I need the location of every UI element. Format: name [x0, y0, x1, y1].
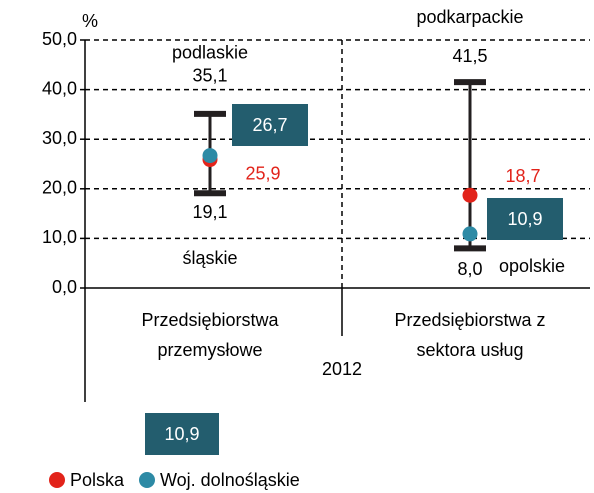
value-label: 26,7 [252, 115, 287, 135]
point [202, 148, 218, 164]
max-region-label: podlaskie [172, 43, 248, 63]
max-region-label: podkarpackie [416, 7, 523, 27]
legend-marker [49, 472, 65, 488]
max-value-label: 35,1 [192, 66, 227, 86]
max-value-label: 41,5 [452, 46, 487, 66]
y-tick-label: 50,0 [42, 29, 77, 49]
point [462, 187, 478, 203]
y-tick-label: 30,0 [42, 128, 77, 148]
min-region-label: śląskie [182, 248, 237, 268]
min-value-label: 19,1 [192, 202, 227, 222]
legend-label: Polska [70, 470, 125, 490]
legend-label: Woj. dolnośląskie [160, 470, 300, 490]
min-region-label: opolskie [499, 256, 565, 276]
value-label-box [487, 198, 563, 240]
y-tick-label: 0,0 [52, 277, 77, 297]
x-tick-label: Przedsiębiorstwa przemysłowe [141, 310, 279, 360]
point [462, 226, 478, 242]
value-label-box [232, 104, 308, 146]
value-label: 10,9 [507, 209, 542, 229]
annotation-box [145, 413, 219, 455]
min-value-label: 8,0 [457, 259, 482, 279]
value-label: 25,9 [245, 163, 280, 183]
x-axis-label: 2012 [322, 359, 362, 379]
x-tick-label: Przedsiębiorstwa z sektora usług [394, 310, 546, 360]
y-tick-label: 40,0 [42, 78, 77, 98]
y-tick-label: 20,0 [42, 178, 77, 198]
legend-marker [139, 472, 155, 488]
annotation: 10,9 [164, 424, 199, 444]
y-tick-label: 10,0 [42, 227, 77, 247]
y-axis-label: % [82, 11, 98, 31]
value-label: 18,7 [505, 166, 540, 186]
